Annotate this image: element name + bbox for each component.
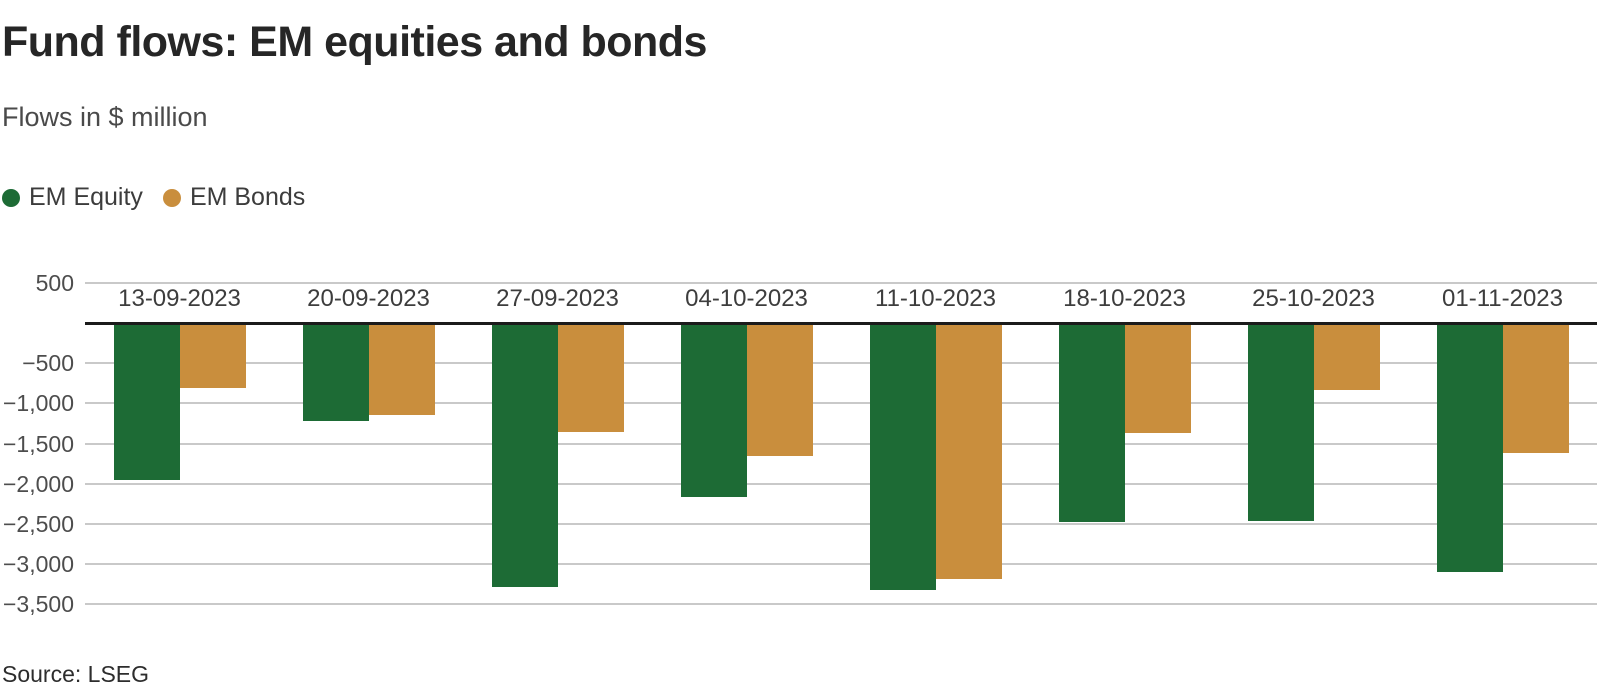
gridline: [85, 362, 1597, 365]
bar-em-bonds: [368, 323, 435, 415]
x-axis-category-label: 11-10-2023: [875, 285, 996, 312]
chart-legend: EM Equity EM Bonds: [2, 183, 305, 212]
y-axis-tick-label: 500: [35, 270, 74, 296]
bar-em-equity: [113, 323, 180, 480]
legend-item-em-equity: EM Equity: [2, 183, 143, 212]
y-axis-tick-label: −1,000: [3, 390, 74, 417]
bar-em-equity: [1436, 323, 1503, 572]
x-axis-category-label: 20-09-2023: [307, 285, 430, 312]
x-axis-category-label: 27-09-2023: [496, 285, 619, 312]
legend-item-em-bonds: EM Bonds: [162, 183, 306, 212]
x-axis-category-label: 13-09-2023: [118, 285, 241, 312]
legend-label-em-equity: EM Equity: [29, 183, 143, 211]
gridline: [85, 482, 1597, 485]
x-axis-category-label: 18-10-2023: [1063, 285, 1186, 312]
chart-subtitle: Flows in $ million: [2, 102, 208, 132]
gridline: [85, 562, 1597, 565]
source-attribution: Source: LSEG: [2, 661, 150, 687]
gridline: [85, 522, 1597, 525]
legend-dot-em-bonds-icon: [162, 188, 181, 207]
gridline: [85, 402, 1597, 405]
x-axis-category-label: 01-11-2023: [1442, 285, 1563, 312]
legend-dot-em-equity-icon: [2, 188, 20, 207]
bar-em-equity: [1247, 323, 1314, 521]
gridline: [85, 603, 1597, 605]
bar-em-bonds: [557, 323, 624, 433]
y-axis-tick-label: −1,500: [3, 430, 74, 457]
page-title: Fund flows: EM equities and bonds: [2, 18, 707, 66]
bar-em-bonds: [935, 323, 1002, 580]
y-axis-tick-label: −500: [22, 350, 74, 377]
bar-em-equity: [1058, 323, 1125, 523]
gridline: [85, 282, 1597, 284]
bar-em-bonds: [179, 323, 246, 389]
y-axis-tick-label: −3,000: [3, 550, 74, 577]
bar-em-bonds: [746, 323, 813, 457]
gridline: [85, 442, 1597, 445]
bar-em-equity: [491, 323, 558, 588]
bar-em-bonds: [1124, 323, 1191, 434]
y-axis-tick-label: −2,000: [3, 470, 74, 497]
y-axis-tick-label: −2,500: [3, 510, 74, 537]
bar-em-equity: [869, 323, 936, 590]
bar-em-equity: [680, 323, 747, 498]
bar-em-bonds: [1502, 323, 1569, 454]
legend-label-em-bonds: EM Bonds: [189, 183, 306, 211]
x-axis-category-label: 04-10-2023: [685, 285, 808, 312]
bar-em-equity: [302, 323, 369, 422]
bar-em-bonds: [1313, 323, 1380, 390]
y-axis-tick-label: −3,500: [3, 591, 74, 617]
zero-axis-line: [85, 321, 1597, 325]
x-axis-category-label: 25-10-2023: [1252, 285, 1375, 312]
